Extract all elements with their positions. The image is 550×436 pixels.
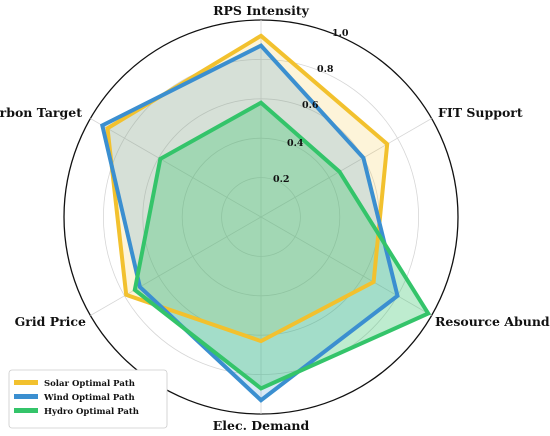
- grid-spoke: [90, 216, 262, 316]
- grid-spoke: [260, 118, 432, 218]
- legend-swatch: [14, 394, 38, 399]
- legend-swatch: [14, 408, 38, 413]
- axis-label-elec-demand: Elec. Demand: [213, 418, 310, 433]
- tick-label: 0.6: [302, 100, 319, 111]
- series-fill: [107, 35, 388, 342]
- series-layer: [99, 33, 432, 403]
- legend: Solar Optimal Path Wind Optimal Path Hyd…: [8, 369, 168, 429]
- series-line: [132, 100, 432, 391]
- radial-tick-labels: 0.2 0.4 0.6 0.8 1.0: [273, 28, 349, 185]
- legend-swatch: [14, 380, 38, 385]
- axis-labels: RPS Intensity FIT Support Resource Abund…: [0, 3, 550, 433]
- grid-spoke: [260, 216, 432, 316]
- legend-label: Solar Optimal Path: [44, 379, 135, 389]
- legend-label: Wind Optimal Path: [43, 393, 135, 403]
- series-line: [105, 33, 390, 344]
- radar-grid: [63, 19, 459, 415]
- axis-label-rps-intensity: RPS Intensity: [213, 3, 309, 18]
- axis-label-carbon-target: Carbon Target: [0, 105, 82, 120]
- tick-label: 0.8: [317, 64, 334, 75]
- tick-label: 1.0: [332, 28, 349, 39]
- grid-spoke: [90, 118, 262, 218]
- axis-label-resource-abundance: Resource Abundance: [435, 314, 550, 329]
- legend-label: Hydro Optimal Path: [44, 407, 139, 417]
- tick-label: 0.2: [273, 174, 290, 185]
- axis-label-fit-support: FIT Support: [438, 105, 523, 120]
- series-line: [99, 43, 400, 403]
- axis-label-grid-price: Grid Price: [15, 314, 86, 329]
- legend-box: [8, 369, 168, 429]
- series-fill: [134, 102, 429, 389]
- tick-label: 0.4: [287, 138, 304, 149]
